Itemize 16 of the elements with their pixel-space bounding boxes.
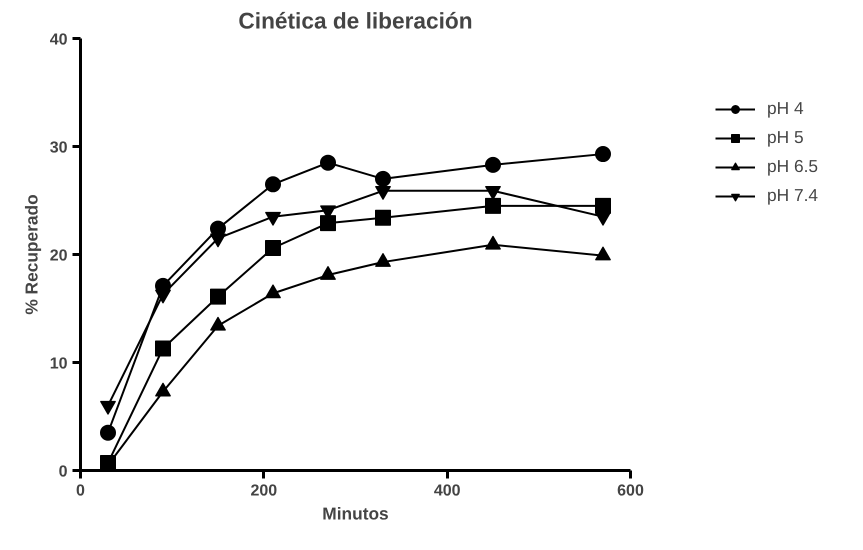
y-tick-label: 30 [50, 140, 68, 156]
y-axis-title: % Recuperado [22, 194, 42, 315]
x-axis-title: Minutos [322, 504, 389, 524]
y-tick-label: 0 [58, 464, 68, 480]
legend-label: pH 7.4 [767, 185, 818, 206]
x-tick-label: 400 [434, 482, 461, 500]
y-tick-label: 40 [50, 32, 68, 48]
chart-title: Cinética de liberación [238, 8, 473, 34]
y-tick-label: 20 [50, 248, 68, 264]
legend-label: pH 5 [767, 127, 804, 148]
x-tick-label: 600 [617, 482, 644, 500]
y-tick-label: 10 [50, 356, 68, 372]
x-tick-label: 0 [76, 482, 86, 500]
x-tick-label: 200 [250, 482, 278, 500]
legend-label: pH 4 [767, 98, 804, 119]
legend-label: pH 6.5 [767, 156, 818, 177]
